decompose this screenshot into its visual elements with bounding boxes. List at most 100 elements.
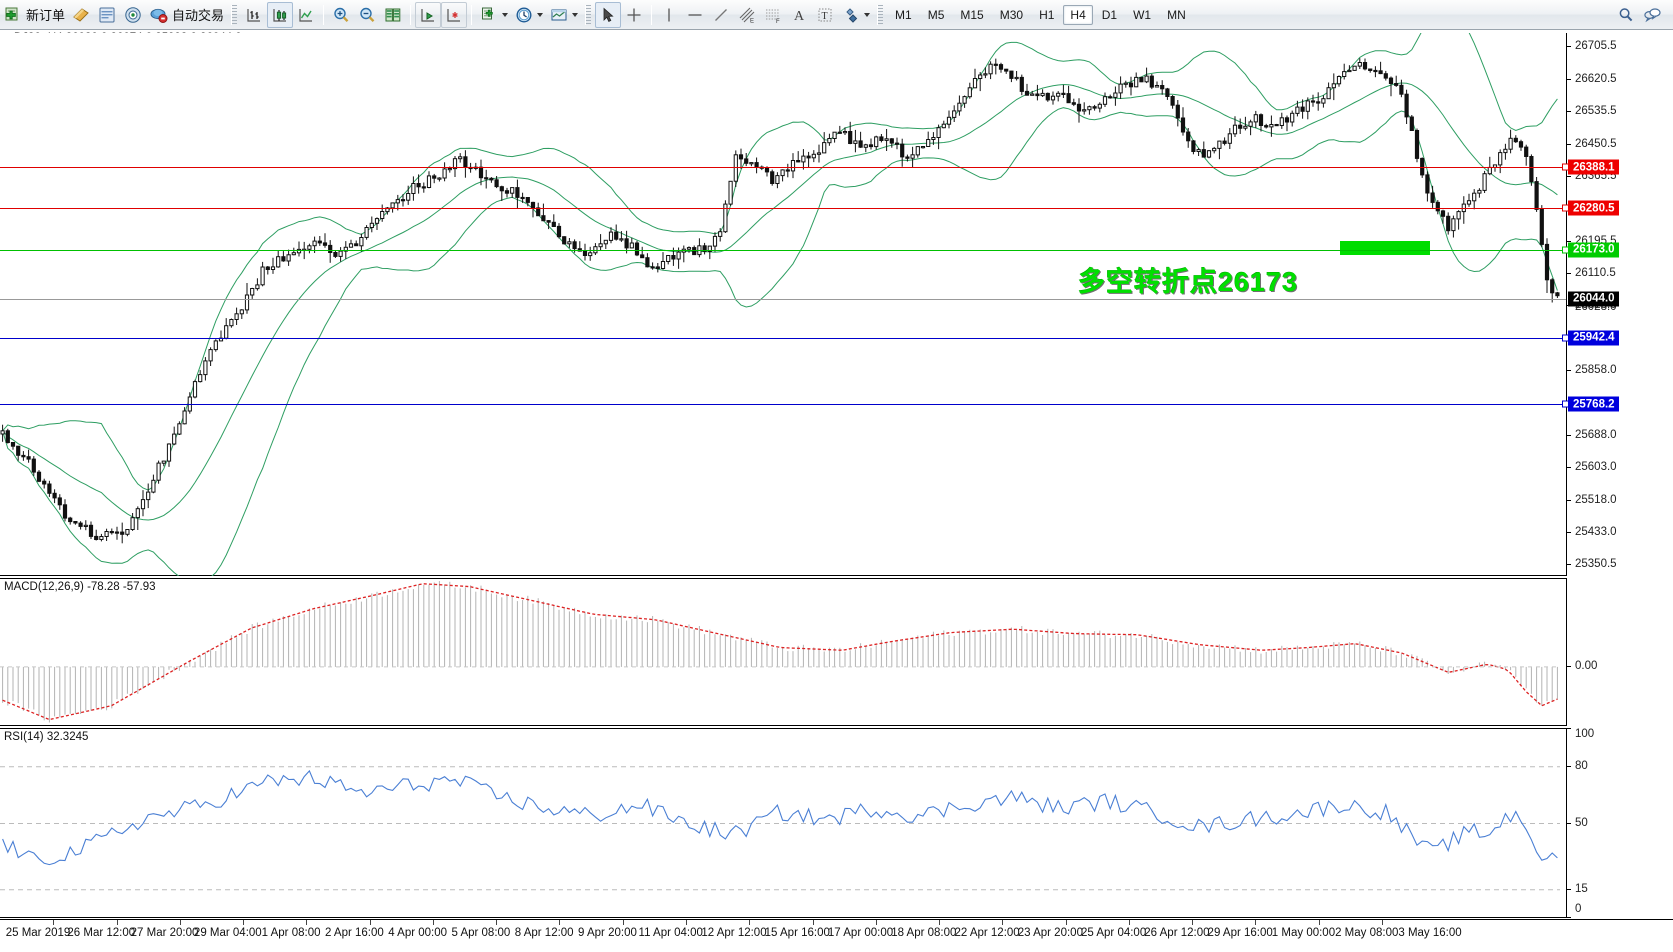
time-axis-label: 8 Apr 12:00 — [514, 927, 574, 939]
price-line-label-support-2[interactable]: 25768.2 — [1568, 396, 1619, 412]
macd-axis[interactable]: 0.00 — [1566, 578, 1673, 726]
auto-scroll-button[interactable] — [441, 1, 468, 28]
price-line-support-2[interactable] — [0, 404, 1566, 406]
toolbar-grip-3[interactable] — [877, 4, 884, 25]
rsi-tick-label: 80 — [1575, 759, 1588, 772]
text-label-button[interactable]: T — [812, 2, 838, 28]
chart-annotation-text[interactable]: 多空转折点26173 — [1078, 267, 1299, 298]
candlestick-chart-canvas — [0, 33, 1560, 576]
rsi-pane[interactable]: RSI(14) 32.3245 — [0, 728, 1566, 918]
metaeditor-button[interactable] — [68, 2, 94, 28]
horizontal-line-button[interactable] — [682, 2, 708, 28]
timeframe-button-h1[interactable]: H1 — [1039, 7, 1055, 22]
timeframe-button-m1[interactable]: M1 — [895, 7, 912, 22]
rsi-tick — [1567, 888, 1571, 890]
toolbar-grip-1[interactable] — [231, 4, 238, 25]
toolbar-grip-2[interactable] — [585, 4, 592, 25]
price-tick-label: 25688.0 — [1575, 428, 1617, 441]
time-axis-tick — [622, 920, 624, 925]
search-button[interactable] — [1613, 2, 1639, 28]
candlestick-chart-button[interactable] — [267, 1, 294, 28]
horizontal-line-icon — [685, 5, 705, 25]
trendline-button[interactable] — [708, 2, 734, 28]
price-line-label-resistance-1[interactable]: 26388.1 — [1568, 159, 1619, 175]
price-line-support-1[interactable] — [0, 337, 1566, 339]
zoom-out-button[interactable] — [354, 2, 380, 28]
indicators-button[interactable] — [476, 2, 511, 28]
crosshair-button[interactable] — [621, 2, 647, 28]
vertical-line-button[interactable] — [656, 2, 682, 28]
autotrading-button[interactable]: 自动交易 — [146, 2, 227, 28]
price-tick-label: 25518.0 — [1575, 493, 1617, 506]
time-axis-tick — [496, 920, 498, 925]
templates-button[interactable] — [546, 2, 581, 28]
time-axis-tick — [559, 920, 561, 925]
time-axis-label: 4 Apr 00:00 — [388, 927, 448, 939]
timeframe-button-mn[interactable]: MN — [1167, 7, 1186, 22]
new-order-button[interactable]: 新订单 — [0, 2, 68, 28]
price-tick-label: 25858.0 — [1575, 363, 1617, 376]
text-button[interactable]: A — [786, 2, 812, 28]
templates-icon — [549, 5, 569, 25]
price-tick — [1567, 143, 1571, 145]
navigator-icon — [123, 5, 143, 25]
bar-chart-button[interactable] — [241, 2, 267, 28]
price-line-pivot-green[interactable] — [0, 249, 1566, 251]
indicators-dropdown-caret[interactable] — [502, 12, 509, 17]
price-axis-line — [1566, 33, 1567, 576]
equidistant-channel-button[interactable]: E — [734, 2, 760, 28]
time-axis-tick — [1128, 920, 1130, 925]
time-axis[interactable]: 25 Mar 2019 26 Mar 12:00 27 Mar 20:00 29 Ma… — [0, 919, 1673, 952]
time-axis-tick — [1192, 920, 1194, 925]
fibonacci-button[interactable]: F — [760, 2, 786, 28]
data-window-button[interactable] — [94, 2, 120, 28]
timeframe-button-d1[interactable]: D1 — [1101, 7, 1118, 22]
price-line-resistance-1[interactable] — [0, 167, 1566, 169]
period-dropdown-caret[interactable] — [537, 12, 544, 17]
price-tick-label: 25603.0 — [1575, 461, 1617, 474]
templates-dropdown-caret[interactable] — [572, 12, 579, 17]
metaeditor-icon — [71, 5, 91, 25]
price-line-label-current-price[interactable]: 26044.0 — [1568, 291, 1619, 307]
new-order-label: 新订单 — [26, 8, 66, 23]
price-line-resistance-2[interactable] — [0, 208, 1566, 210]
trendline-icon — [711, 5, 731, 25]
price-line-current-price[interactable] — [0, 298, 1566, 300]
chat-button[interactable] — [1639, 2, 1665, 28]
timeframe-button-h4[interactable]: H4 — [1063, 4, 1093, 25]
svg-text:F: F — [776, 19, 780, 25]
macd-pane[interactable]: MACD(12,26,9) -78.28 -57.93 — [0, 578, 1566, 726]
svg-text:T: T — [822, 11, 828, 22]
price-tick — [1567, 240, 1571, 242]
time-axis-label: 18 Apr 08:00 — [891, 927, 957, 939]
bar-chart-icon — [244, 5, 264, 25]
time-axis-label: 11 Apr 04:00 — [638, 927, 703, 939]
zoom-in-button[interactable] — [328, 2, 354, 28]
autotrading-label: 自动交易 — [172, 8, 225, 23]
cursor-button[interactable] — [595, 1, 622, 28]
price-line-label-resistance-2[interactable]: 26280.5 — [1568, 200, 1619, 216]
price-line-label-pivot-green[interactable]: 26173.0 — [1568, 242, 1619, 257]
navigator-button[interactable] — [120, 2, 146, 28]
timeframe-button-m15[interactable]: M15 — [960, 7, 984, 22]
time-axis-tick — [306, 920, 308, 925]
main-chart-pane[interactable]: 多空转折点26173 — [0, 33, 1566, 576]
line-chart-button[interactable] — [293, 2, 319, 28]
price-line-label-support-1[interactable]: 25942.4 — [1568, 330, 1619, 346]
rsi-tick-label: 100 — [1575, 728, 1595, 740]
chart-shift-button[interactable] — [415, 1, 442, 28]
data-grid-button[interactable] — [380, 2, 406, 28]
period-button[interactable] — [511, 2, 546, 28]
price-tick — [1567, 434, 1571, 436]
timeframe-button-m5[interactable]: M5 — [927, 7, 945, 22]
timeframe-button-w1[interactable]: W1 — [1133, 7, 1152, 22]
price-tick-label: 26535.5 — [1575, 105, 1617, 118]
price-tick-label: 26110.5 — [1575, 267, 1616, 280]
time-axis-tick — [53, 920, 55, 925]
rsi-axis[interactable]: 100 80 50 15 0 — [1566, 728, 1673, 918]
time-axis-label: 23 Apr 20:00 — [1017, 927, 1083, 939]
shapes-dropdown-caret[interactable] — [864, 12, 871, 17]
highlight-rectangle[interactable] — [1340, 241, 1430, 256]
shapes-button[interactable] — [838, 2, 873, 28]
timeframe-button-m30[interactable]: M30 — [999, 7, 1024, 22]
